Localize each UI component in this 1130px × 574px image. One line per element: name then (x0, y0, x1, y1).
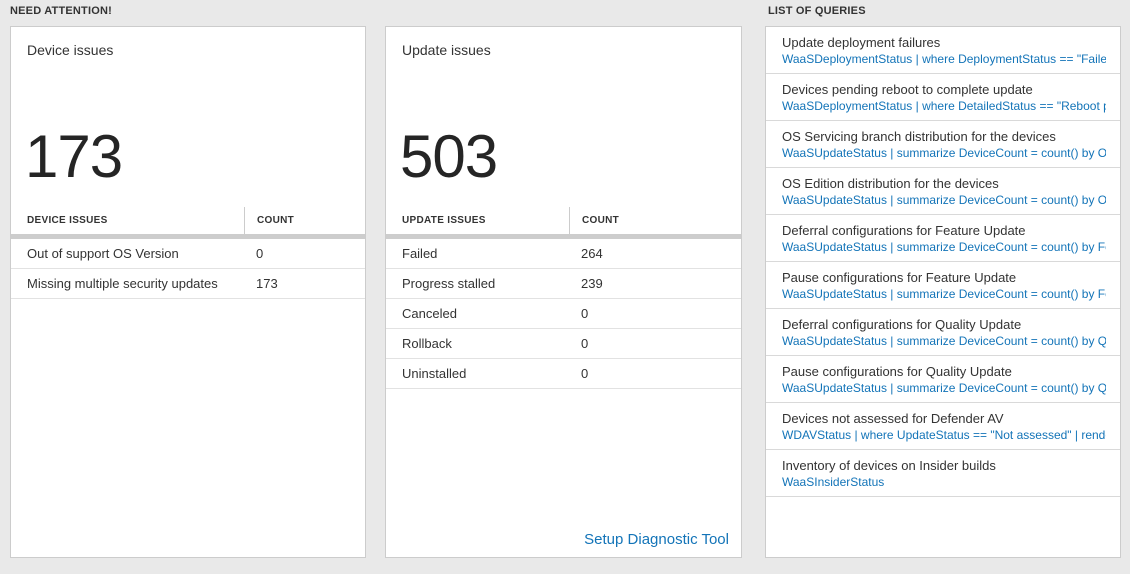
table-row[interactable]: Progress stalled 239 (386, 269, 741, 299)
device-table-header: DEVICE ISSUES COUNT (11, 207, 365, 234)
device-issues-count: 173 (25, 123, 123, 190)
query-item-os-edition-distribution[interactable]: OS Edition distribution for the devices … (766, 168, 1120, 215)
query-item-update-deployment-failures[interactable]: Update deployment failures WaaSDeploymen… (766, 27, 1120, 74)
queries-panel: Update deployment failures WaaSDeploymen… (765, 26, 1121, 558)
query-title: Devices not assessed for Defender AV (782, 411, 1004, 426)
query-item-insider-builds-inventory[interactable]: Inventory of devices on Insider builds W… (766, 450, 1120, 497)
update-table-header-issues: UPDATE ISSUES (402, 215, 486, 226)
table-row[interactable]: Out of support OS Version 0 (11, 239, 365, 269)
query-text: WDAVStatus | where UpdateStatus == "Not … (782, 428, 1106, 442)
device-issues-title: Device issues (27, 42, 114, 58)
query-title: Devices pending reboot to complete updat… (782, 82, 1033, 97)
setup-diagnostic-tool-link[interactable]: Setup Diagnostic Tool (584, 531, 729, 548)
row-label: Uninstalled (402, 366, 467, 381)
query-title: Deferral configurations for Feature Upda… (782, 223, 1026, 238)
row-label: Progress stalled (402, 276, 496, 291)
row-count: 0 (256, 246, 264, 261)
row-count: 0 (581, 306, 589, 321)
query-title: Update deployment failures (782, 35, 941, 50)
query-text: WaaSUpdateStatus | summarize DeviceCount… (782, 287, 1106, 301)
query-text: WaaSUpdateStatus | summarize DeviceCount… (782, 240, 1106, 254)
row-count: 239 (581, 276, 603, 291)
query-title: Pause configurations for Feature Update (782, 270, 1017, 285)
row-count: 264 (581, 246, 603, 261)
query-text: WaaSUpdateStatus | summarize DeviceCount… (782, 146, 1106, 160)
row-label: Out of support OS Version (27, 246, 179, 261)
update-issues-table: UPDATE ISSUES COUNT Failed 264 Progress … (386, 207, 741, 389)
query-item-defender-av-not-assessed[interactable]: Devices not assessed for Defender AV WDA… (766, 403, 1120, 450)
update-issues-tile[interactable]: Update issues 503 (386, 27, 741, 207)
device-issues-tile[interactable]: Device issues 173 (11, 27, 365, 207)
update-table-header-count: COUNT (569, 207, 741, 234)
update-issues-title: Update issues (402, 42, 491, 58)
device-table-header-issues: DEVICE ISSUES (27, 215, 108, 226)
row-label: Canceled (402, 306, 457, 321)
query-text: WaaSDeploymentStatus | where DeploymentS… (782, 52, 1106, 66)
query-item-devices-pending-reboot[interactable]: Devices pending reboot to complete updat… (766, 74, 1120, 121)
query-item-deferral-quality-update[interactable]: Deferral configurations for Quality Upda… (766, 309, 1120, 356)
row-label: Failed (402, 246, 438, 261)
row-label: Missing multiple security updates (27, 276, 218, 291)
query-title: OS Servicing branch distribution for the… (782, 129, 1056, 144)
table-divider-bar (11, 234, 365, 239)
table-row[interactable]: Uninstalled 0 (386, 359, 741, 389)
row-count: 173 (256, 276, 278, 291)
query-item-os-servicing-branch[interactable]: OS Servicing branch distribution for the… (766, 121, 1120, 168)
query-item-pause-quality-update[interactable]: Pause configurations for Quality Update … (766, 356, 1120, 403)
query-item-pause-feature-update[interactable]: Pause configurations for Feature Update … (766, 262, 1120, 309)
update-issues-count: 503 (400, 123, 498, 190)
query-text: WaaSUpdateStatus | summarize DeviceCount… (782, 193, 1106, 207)
query-title: Pause configurations for Quality Update (782, 364, 1012, 379)
need-attention-header: NEED ATTENTION! (10, 5, 112, 17)
query-text: WaaSUpdateStatus | summarize DeviceCount… (782, 334, 1106, 348)
query-text: WaaSDeploymentStatus | where DetailedSta… (782, 99, 1106, 113)
table-row[interactable]: Failed 264 (386, 239, 741, 269)
update-issues-card: Update issues 503 UPDATE ISSUES COUNT Fa… (385, 26, 742, 558)
query-title: Inventory of devices on Insider builds (782, 458, 996, 473)
query-title: Deferral configurations for Quality Upda… (782, 317, 1022, 332)
device-table-header-count: COUNT (244, 207, 365, 234)
query-text: WaaSUpdateStatus | summarize DeviceCount… (782, 381, 1106, 395)
list-of-queries-header: LIST OF QUERIES (768, 5, 866, 17)
row-count: 0 (581, 366, 589, 381)
query-text: WaaSInsiderStatus (782, 475, 885, 489)
update-table-header: UPDATE ISSUES COUNT (386, 207, 741, 234)
row-label: Rollback (402, 336, 452, 351)
device-issues-table: DEVICE ISSUES COUNT Out of support OS Ve… (11, 207, 365, 299)
table-row[interactable]: Missing multiple security updates 173 (11, 269, 365, 299)
table-row[interactable]: Rollback 0 (386, 329, 741, 359)
row-count: 0 (581, 336, 589, 351)
query-item-deferral-feature-update[interactable]: Deferral configurations for Feature Upda… (766, 215, 1120, 262)
device-issues-card: Device issues 173 DEVICE ISSUES COUNT Ou… (10, 26, 366, 558)
query-title: OS Edition distribution for the devices (782, 176, 999, 191)
table-divider-bar (386, 234, 741, 239)
table-row[interactable]: Canceled 0 (386, 299, 741, 329)
